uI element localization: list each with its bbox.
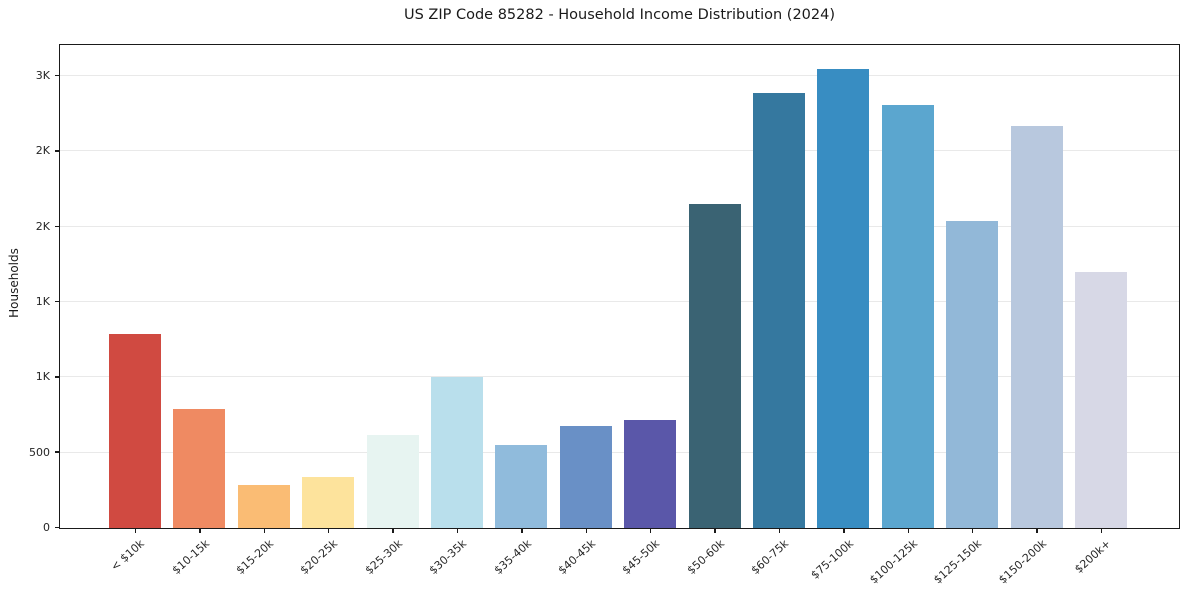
xtick-mark-100-125k — [907, 529, 910, 533]
xtick-mark-45-50k — [649, 529, 652, 533]
xtick-label-75-100k: $75-100k — [808, 537, 856, 582]
xtick-label-30-35k: $30-35k — [426, 537, 470, 578]
bar-45-50k — [624, 419, 677, 528]
bar-75-100k — [817, 68, 870, 528]
gridline-2500 — [60, 150, 1179, 152]
xtick-label-200k: $200k+ — [1072, 537, 1114, 576]
xtick-label-10k: < $10k — [108, 537, 148, 574]
bar-15-20k — [237, 485, 290, 528]
xtick-mark-40-45k — [585, 529, 588, 533]
ytick-label-1500: 1K — [35, 295, 50, 309]
bar-50-60k — [688, 204, 741, 528]
plot-area — [59, 44, 1180, 529]
ytick-mark-1000 — [55, 376, 59, 378]
bar-35-40k — [495, 445, 548, 528]
ytick-mark-500 — [55, 451, 59, 453]
gridline-1000 — [60, 376, 1179, 378]
xtick-mark-30-35k — [456, 529, 459, 533]
bar-125-150k — [946, 220, 999, 528]
ytick-mark-2500 — [55, 150, 59, 152]
ytick-mark-2000 — [55, 225, 59, 227]
xtick-mark-60-75k — [778, 529, 781, 533]
xtick-label-10-15k: $10-15k — [169, 537, 212, 578]
ytick-label-500: 500 — [29, 445, 50, 459]
xtick-label-35-40k: $35-40k — [491, 537, 534, 578]
xtick-mark-10k — [134, 529, 137, 533]
ytick-label-2500: 2K — [35, 144, 50, 158]
bar-25-30k — [366, 434, 419, 528]
bar-40-45k — [559, 425, 612, 528]
xtick-mark-50-60k — [714, 529, 716, 533]
xtick-label-125-150k: $125-150k — [931, 537, 985, 587]
xtick-mark-150-200k — [1036, 529, 1038, 533]
bar-10-15k — [173, 409, 226, 528]
ytick-mark-1500 — [55, 300, 59, 303]
ytick-label-2000: 2K — [35, 219, 50, 233]
xtick-mark-15-20k — [263, 529, 266, 533]
xtick-mark-125-150k — [971, 529, 974, 533]
xtick-mark-200k — [1100, 529, 1103, 533]
ytick-label-3000: 3K — [35, 69, 50, 83]
xtick-mark-75-100k — [843, 529, 845, 533]
bar-10k — [109, 333, 161, 528]
chart-title: US ZIP Code 85282 - Household Income Dis… — [403, 7, 836, 23]
xtick-mark-25-30k — [392, 529, 394, 533]
xtick-label-40-45k: $40-45k — [555, 537, 599, 578]
gridline-500 — [60, 451, 1179, 453]
bar-200k — [1075, 271, 1127, 528]
bar-150-200k — [1010, 125, 1063, 528]
bar-60-75k — [753, 92, 805, 528]
ytick-label-0: 0 — [43, 521, 50, 534]
bar-20-25k — [302, 476, 355, 528]
gridline-1500 — [60, 301, 1179, 303]
y-axis-label: Households — [7, 248, 21, 318]
xtick-mark-35-40k — [521, 529, 523, 533]
xtick-label-15-20k: $15-20k — [233, 537, 277, 578]
xtick-label-25-30k: $25-30k — [362, 537, 405, 578]
xtick-label-45-50k: $45-50k — [620, 537, 663, 578]
gridline-2000 — [60, 225, 1179, 227]
xtick-label-20-25k: $20-25k — [298, 537, 341, 578]
xtick-label-60-75k: $60-75k — [748, 537, 792, 578]
bar-100-125k — [881, 104, 934, 528]
bar-30-35k — [431, 377, 483, 528]
xtick-label-100-125k: $100-125k — [867, 537, 921, 587]
ytick-mark-3000 — [55, 74, 59, 77]
ytick-mark-0 — [55, 526, 59, 529]
gridline-3000 — [60, 75, 1179, 77]
xtick-mark-10-15k — [199, 529, 201, 533]
xtick-label-50-60k: $50-60k — [684, 537, 727, 578]
xtick-mark-20-25k — [327, 529, 330, 533]
ytick-label-1000: 1K — [35, 370, 50, 384]
xtick-label-150-200k: $150-200k — [996, 537, 1049, 587]
